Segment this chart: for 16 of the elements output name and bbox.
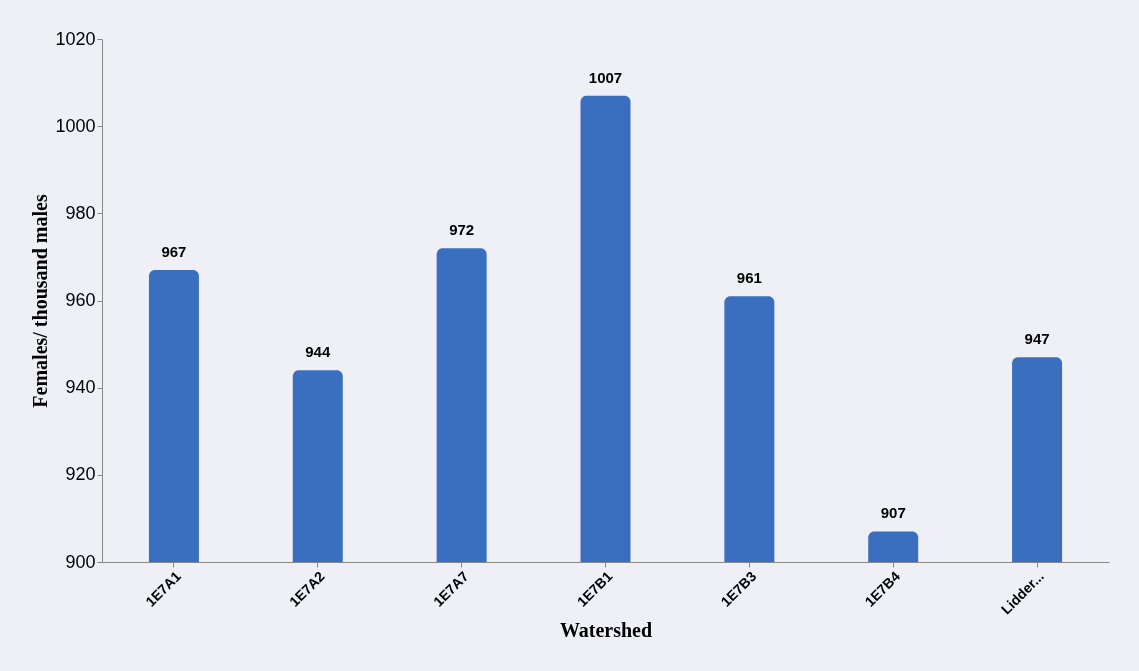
data-label: 947: [1024, 330, 1050, 348]
data-label: 907: [880, 504, 906, 522]
data-label: 1007: [588, 68, 623, 86]
y-tick-label: 1000: [55, 115, 96, 136]
data-label: 944: [305, 343, 331, 361]
y-axis-title: Females/ thousand males: [29, 194, 52, 408]
y-tick-label: 940: [65, 377, 96, 398]
y-tick-label: 900: [65, 551, 96, 572]
y-tick-label: 920: [65, 464, 96, 485]
data-label: 972: [449, 221, 475, 239]
y-tick-label: 960: [65, 290, 96, 310]
data-label: 967: [161, 242, 187, 260]
x-axis-title: Watershed: [559, 619, 653, 642]
data-label: 961: [736, 269, 762, 287]
y-tick-label: 1020: [55, 28, 96, 49]
y-tick-label: 980: [65, 202, 96, 223]
